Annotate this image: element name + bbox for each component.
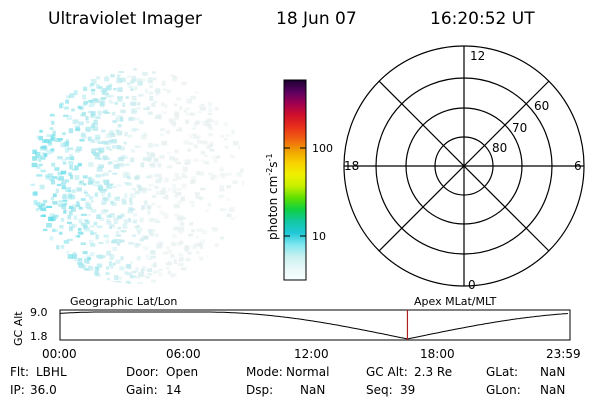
colorbar-tick-label: 10: [312, 230, 326, 243]
colorbar-tick-100: 100: [284, 142, 333, 155]
timeline-right-label: Apex MLat/MLT: [414, 295, 497, 308]
status-panel: Flt: LBHL Door: Open Mode: Normal GC Alt: 2.…: [10, 365, 565, 397]
orbit-timeline: Geographic Lat/Lon Apex MLat/MLT GC Alt …: [12, 295, 581, 361]
mlt-label-18: 18: [344, 159, 359, 173]
ytick-1.8: 1.8: [30, 330, 48, 343]
status-gain: Gain: 14: [126, 383, 181, 397]
altitude-curve: [59, 311, 568, 340]
colorbar-scale: [283, 79, 307, 281]
status-dsp: Dsp: NaN: [246, 383, 325, 397]
polar-grid: [343, 45, 585, 287]
colorbar-unit-label: photon cm-2s-1: [265, 153, 280, 240]
date-label: 18 Jun 07: [276, 9, 357, 29]
time-label: 16:20:52 UT: [430, 9, 535, 29]
xtick-1200: 12:00: [294, 347, 329, 361]
status-gc-alt: GC Alt: 2.3 Re: [366, 365, 452, 379]
timeline-frame: [59, 309, 571, 341]
xtick-0000: 00:00: [42, 347, 77, 361]
colorbar-tick-label: 100: [312, 142, 333, 155]
xtick-1800: 18:00: [420, 347, 455, 361]
timeline-left-label: Geographic Lat/Lon: [70, 295, 177, 308]
status-filter: Flt: LBHL: [10, 365, 67, 379]
status-ip: IP: 36.0: [10, 383, 57, 397]
status-glon: GLon: NaN: [486, 383, 565, 397]
lat-label-60: 60: [534, 99, 549, 113]
mlt-line-diagonal: [378, 80, 550, 252]
lat-label-80: 80: [492, 141, 507, 155]
instrument-title: Ultraviolet Imager: [48, 9, 202, 29]
status-mode: Mode: Normal: [246, 365, 329, 379]
mlt-label-12: 12: [470, 49, 485, 63]
colorbar-tick-10: 10: [284, 230, 326, 243]
xtick-2359: 23:59: [546, 347, 581, 361]
status-seq: Seq: 39: [366, 383, 415, 397]
mlt-label-6: 6: [574, 159, 582, 173]
ytick-9: 9.0: [30, 306, 48, 319]
timeline-ylabel: GC Alt: [12, 311, 25, 346]
status-glat: GLat: NaN: [486, 365, 565, 379]
mlt-label-0: 0: [468, 278, 476, 292]
xtick-0600: 06:00: [166, 347, 201, 361]
status-door: Door: Open: [126, 365, 198, 379]
colorbar: 100 10 photon cm-2s-1: [265, 79, 333, 281]
lat-label-70: 70: [512, 121, 527, 135]
earth-image: [28, 68, 244, 284]
